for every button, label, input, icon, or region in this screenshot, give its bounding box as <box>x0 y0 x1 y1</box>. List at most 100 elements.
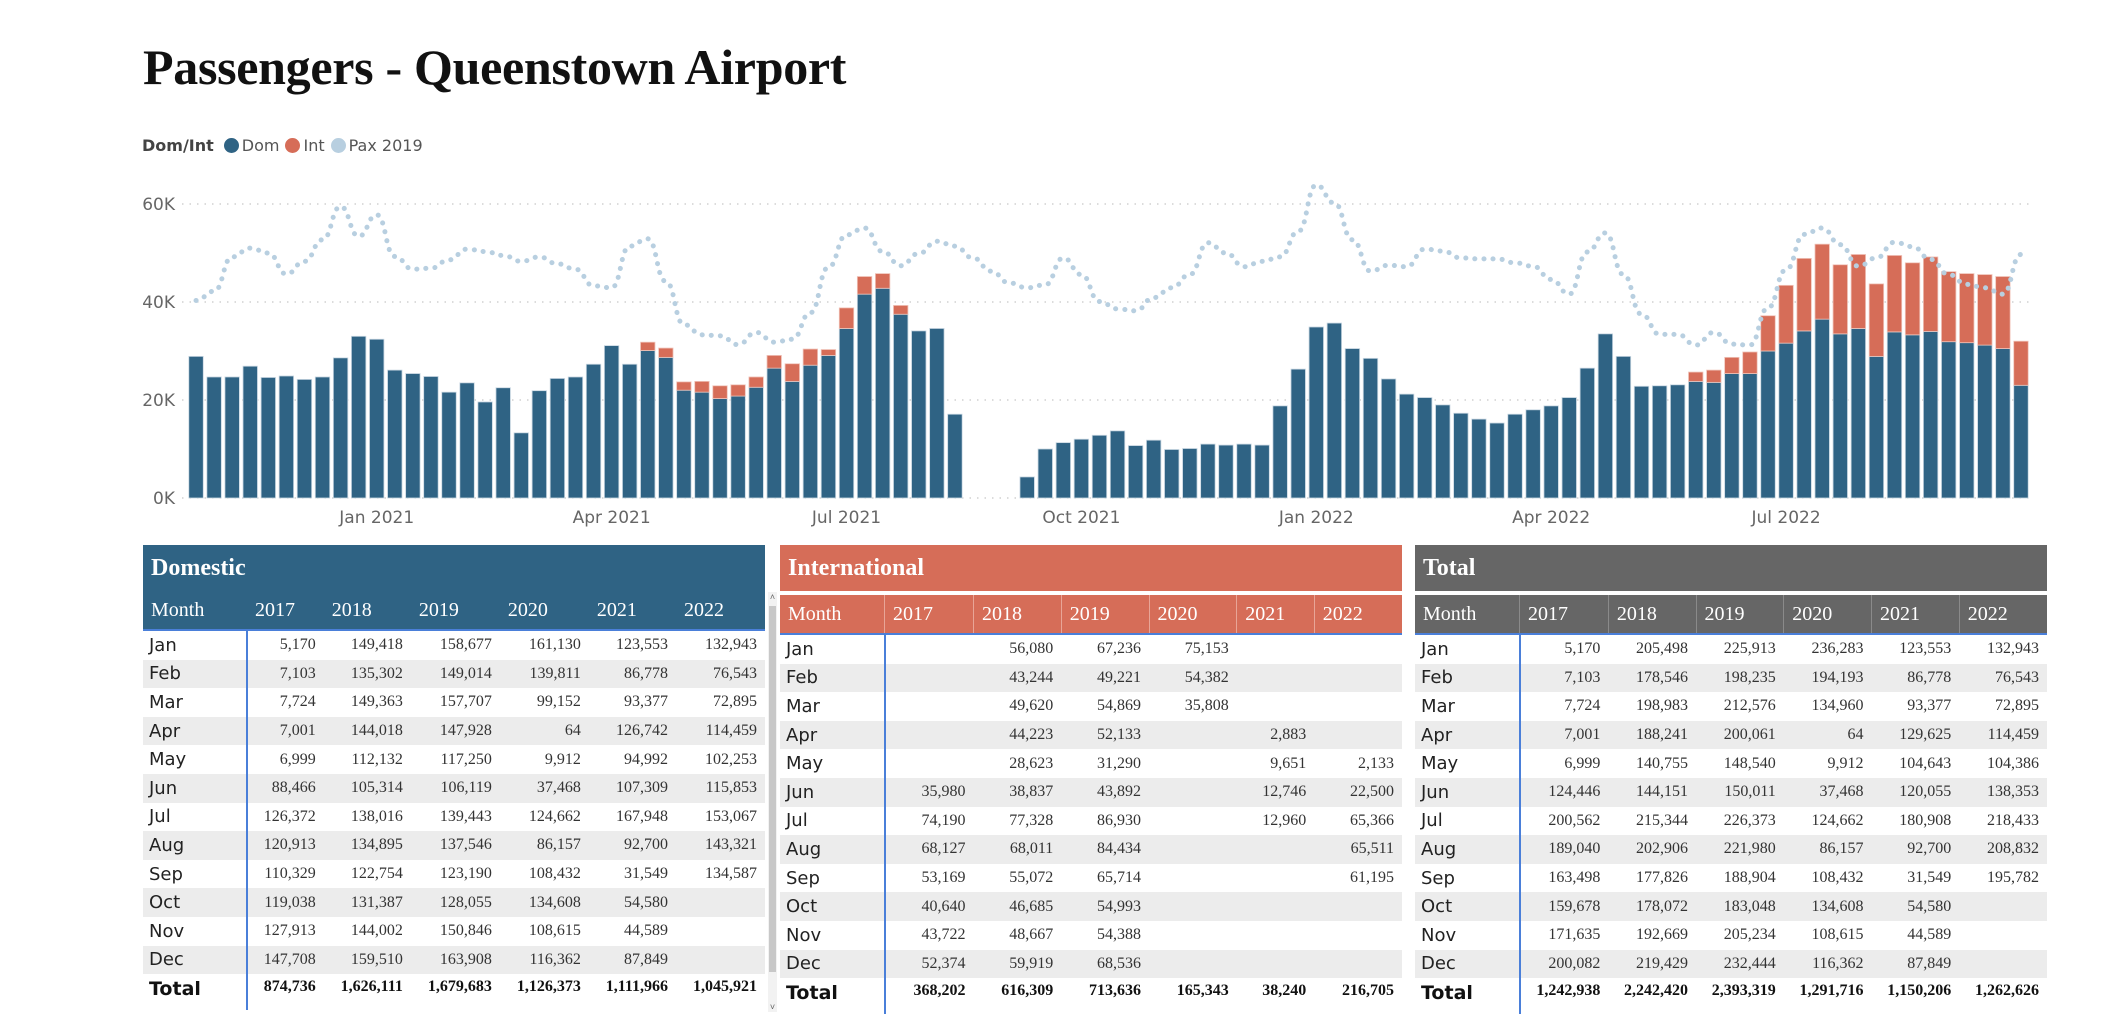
bar-dom[interactable] <box>1760 350 1776 499</box>
total-header-2018[interactable]: 2018 <box>1607 595 1697 634</box>
bar-dom[interactable] <box>296 379 313 499</box>
bar-dom[interactable] <box>1724 373 1740 499</box>
bar-dom[interactable] <box>947 413 963 499</box>
bar-dom[interactable] <box>1868 355 1885 499</box>
bar-dom[interactable] <box>1977 344 1993 499</box>
bar-int[interactable] <box>893 305 909 315</box>
bar-dom[interactable] <box>1362 357 1379 499</box>
bar-dom[interactable] <box>911 330 927 499</box>
bar-dom[interactable] <box>423 376 439 499</box>
bar-int[interactable] <box>1724 356 1740 374</box>
total-header-2021[interactable]: 2021 <box>1870 595 1960 634</box>
bar-dom[interactable] <box>1814 318 1830 499</box>
bar-dom[interactable] <box>1489 422 1505 499</box>
international-header-2018[interactable]: 2018 <box>973 595 1062 634</box>
bar-dom[interactable] <box>369 338 385 499</box>
bar-dom[interactable] <box>640 350 656 499</box>
bar-dom[interactable] <box>1561 397 1577 499</box>
bar-dom[interactable] <box>1543 405 1559 499</box>
bar-int[interactable] <box>856 276 873 295</box>
bar-dom[interactable] <box>1146 439 1162 499</box>
legend-item-pax-2019[interactable]: Pax 2019 <box>330 136 423 155</box>
bar-dom[interactable] <box>1633 385 1650 499</box>
bar-int[interactable] <box>802 348 818 366</box>
bar-dom[interactable] <box>585 363 602 499</box>
bar-dom[interactable] <box>495 387 511 499</box>
international-header-2017[interactable]: 2017 <box>883 595 974 634</box>
bar-int[interactable] <box>694 380 710 393</box>
bar-dom[interactable] <box>1182 448 1198 499</box>
bar-dom[interactable] <box>531 390 547 499</box>
bar-dom[interactable] <box>1796 330 1812 499</box>
bar-dom[interactable] <box>1055 442 1071 499</box>
bar-dom[interactable] <box>1615 355 1632 499</box>
bar-int[interactable] <box>1922 256 1939 332</box>
bar-dom[interactable] <box>1995 348 2011 499</box>
international-header-2022[interactable]: 2022 <box>1313 595 1402 634</box>
bar-int[interactable] <box>766 355 782 369</box>
bar-dom[interactable] <box>513 432 529 499</box>
bar-dom[interactable] <box>1435 404 1451 499</box>
bar-dom[interactable] <box>1236 443 1252 499</box>
bar-int[interactable] <box>1941 271 1957 343</box>
bar-dom[interactable] <box>567 376 584 499</box>
bar-dom[interactable] <box>1380 378 1397 499</box>
bar-dom[interactable] <box>1127 445 1144 499</box>
bar-dom[interactable] <box>2013 384 2029 499</box>
bar-dom[interactable] <box>1109 430 1126 499</box>
bar-int[interactable] <box>875 273 891 289</box>
bar-dom[interactable] <box>748 386 764 499</box>
bar-dom[interactable] <box>1164 449 1180 499</box>
total-header-2019[interactable]: 2019 <box>1695 595 1784 634</box>
bar-dom[interactable] <box>387 369 403 499</box>
bar-dom[interactable] <box>1904 334 1921 499</box>
bar-dom[interactable] <box>1326 322 1342 499</box>
bar-dom[interactable] <box>1254 444 1270 499</box>
bar-dom[interactable] <box>351 335 367 499</box>
bar-int[interactable] <box>838 307 855 329</box>
bar-int[interactable] <box>730 384 746 397</box>
bar-int[interactable] <box>1850 254 1866 329</box>
bar-dom[interactable] <box>278 375 295 499</box>
bar-dom[interactable] <box>1886 331 1903 499</box>
bar-dom[interactable] <box>224 376 240 499</box>
bar-int[interactable] <box>1760 315 1776 352</box>
bar-dom[interactable] <box>838 328 855 499</box>
domestic-header-2019[interactable]: 2019 <box>410 591 500 630</box>
legend-item-int[interactable]: Int <box>285 136 325 155</box>
bar-int[interactable] <box>712 385 728 399</box>
bar-dom[interactable] <box>766 367 782 499</box>
bar-dom[interactable] <box>1037 448 1053 499</box>
bar-dom[interactable] <box>1399 393 1415 499</box>
bar-dom[interactable] <box>1850 328 1866 499</box>
total-header-2017[interactable]: 2017 <box>1519 595 1609 634</box>
scrollbar-thumb[interactable] <box>769 606 776 972</box>
bar-dom[interactable] <box>405 373 421 499</box>
bar-dom[interactable] <box>1651 385 1668 499</box>
international-header-2019[interactable]: 2019 <box>1060 595 1150 634</box>
bar-dom[interactable] <box>1471 418 1487 499</box>
bar-dom[interactable] <box>712 398 728 499</box>
bar-int[interactable] <box>1959 273 1975 344</box>
bar-dom[interactable] <box>856 293 873 499</box>
domestic-header-2021[interactable]: 2021 <box>588 591 676 630</box>
bar-dom[interactable] <box>1742 373 1758 499</box>
bar-dom[interactable] <box>1507 413 1523 499</box>
bar-dom[interactable] <box>1453 412 1469 499</box>
scroll-down-icon[interactable]: ˅ <box>769 1002 776 1012</box>
bar-dom[interactable] <box>622 363 638 499</box>
bar-int[interactable] <box>1995 276 2011 349</box>
bar-int[interactable] <box>676 381 692 391</box>
bar-int[interactable] <box>1977 274 1993 346</box>
bar-dom[interactable] <box>875 287 891 499</box>
domestic-header-2022[interactable]: 2022 <box>675 591 765 630</box>
bar-int[interactable] <box>640 341 656 351</box>
bar-int[interactable] <box>1778 284 1794 344</box>
bar-dom[interactable] <box>1670 384 1686 499</box>
bar-dom[interactable] <box>1922 330 1939 499</box>
legend-item-dom[interactable]: Dom <box>223 136 279 155</box>
bar-int[interactable] <box>1742 351 1758 374</box>
bar-dom[interactable] <box>242 365 258 499</box>
domestic-header-month[interactable]: Month <box>143 591 247 630</box>
bar-dom[interactable] <box>1706 381 1722 499</box>
